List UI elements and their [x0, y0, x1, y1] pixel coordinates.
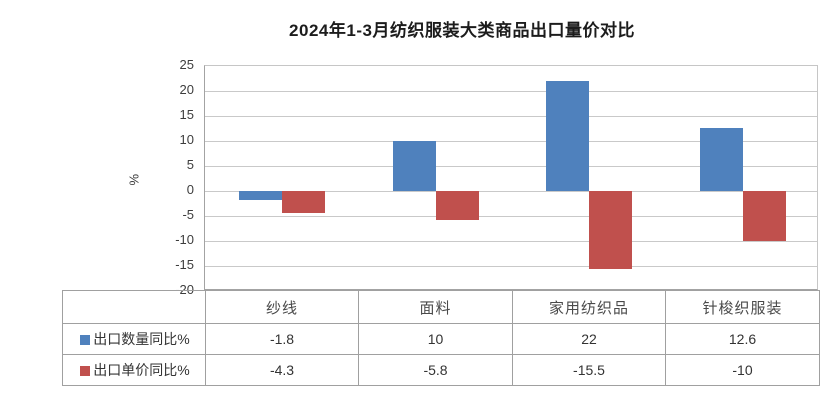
y-tick-label-10: 10: [179, 132, 194, 147]
bar-series1-针梭织服装: [699, 128, 743, 191]
bar-series1-家用纺织品: [546, 81, 589, 191]
bar-series1-面料: [392, 141, 436, 191]
value-cell: -4.3: [205, 354, 359, 386]
y-axis-title: %: [126, 173, 142, 186]
series2-legend-swatch-icon: [80, 366, 91, 376]
value-cell: 22: [512, 323, 666, 355]
category-header-row: 纱线 面料 家用纺织品 针梭织服装: [62, 290, 820, 324]
category-label: 针梭织服装: [665, 290, 820, 324]
series1-legend-swatch-icon: [80, 335, 91, 345]
gridline--10: [205, 240, 817, 242]
legend-cell-series2: 出口单价同比%: [62, 354, 206, 386]
gridline-5: [205, 165, 817, 167]
bar-series2-针梭织服装: [742, 191, 786, 241]
table-corner-blank: [62, 290, 206, 324]
value-cell: 12.6: [665, 323, 820, 355]
chart-data-table: 纱线 面料 家用纺织品 针梭织服装 出口数量同比% -1.8 10 22 12.…: [62, 290, 820, 386]
y-tick-label--10: -10: [175, 232, 194, 247]
y-tick-label-0: 0: [186, 182, 194, 197]
gridline-10: [205, 140, 817, 142]
bar-series1-纱线: [239, 191, 282, 200]
table-row-export-quantity: 出口数量同比% -1.8 10 22 12.6: [62, 323, 820, 355]
value-cell: -15.5: [512, 354, 666, 386]
y-tick-label-20: 20: [179, 82, 194, 97]
category-label: 纱线: [205, 290, 359, 324]
table-row-export-price: 出口单价同比% -4.3 -5.8 -15.5 -10: [62, 354, 820, 386]
plot-area: [204, 65, 818, 290]
value-cell: -1.8: [205, 323, 359, 355]
legend-cell-series1: 出口数量同比%: [62, 323, 206, 355]
bar-series2-纱线: [282, 191, 325, 213]
value-cell: 10: [358, 323, 513, 355]
y-tick-label-5: 5: [186, 157, 194, 172]
y-tick-label--5: -5: [182, 207, 194, 222]
gridline--15: [205, 265, 817, 267]
chart-title: 2024年1-3月纺织服装大类商品出口量价对比: [289, 21, 635, 40]
gridline-20: [205, 90, 817, 92]
bar-series2-家用纺织品: [589, 191, 632, 269]
series2-name: 出口单价同比%: [93, 362, 190, 378]
y-tick-label-15: 15: [179, 107, 194, 122]
gridline--5: [205, 215, 817, 217]
bar-series2-面料: [435, 191, 479, 220]
gridline-0: [205, 190, 817, 192]
y-tick-label-25: 25: [179, 57, 194, 72]
y-tick-label--15: -15: [175, 257, 194, 272]
category-label: 面料: [358, 290, 513, 324]
value-cell: -5.8: [358, 354, 513, 386]
gridline-15: [205, 115, 817, 117]
series1-name: 出口数量同比%: [93, 331, 190, 347]
category-label: 家用纺织品: [512, 290, 666, 324]
value-cell: -10: [665, 354, 820, 386]
